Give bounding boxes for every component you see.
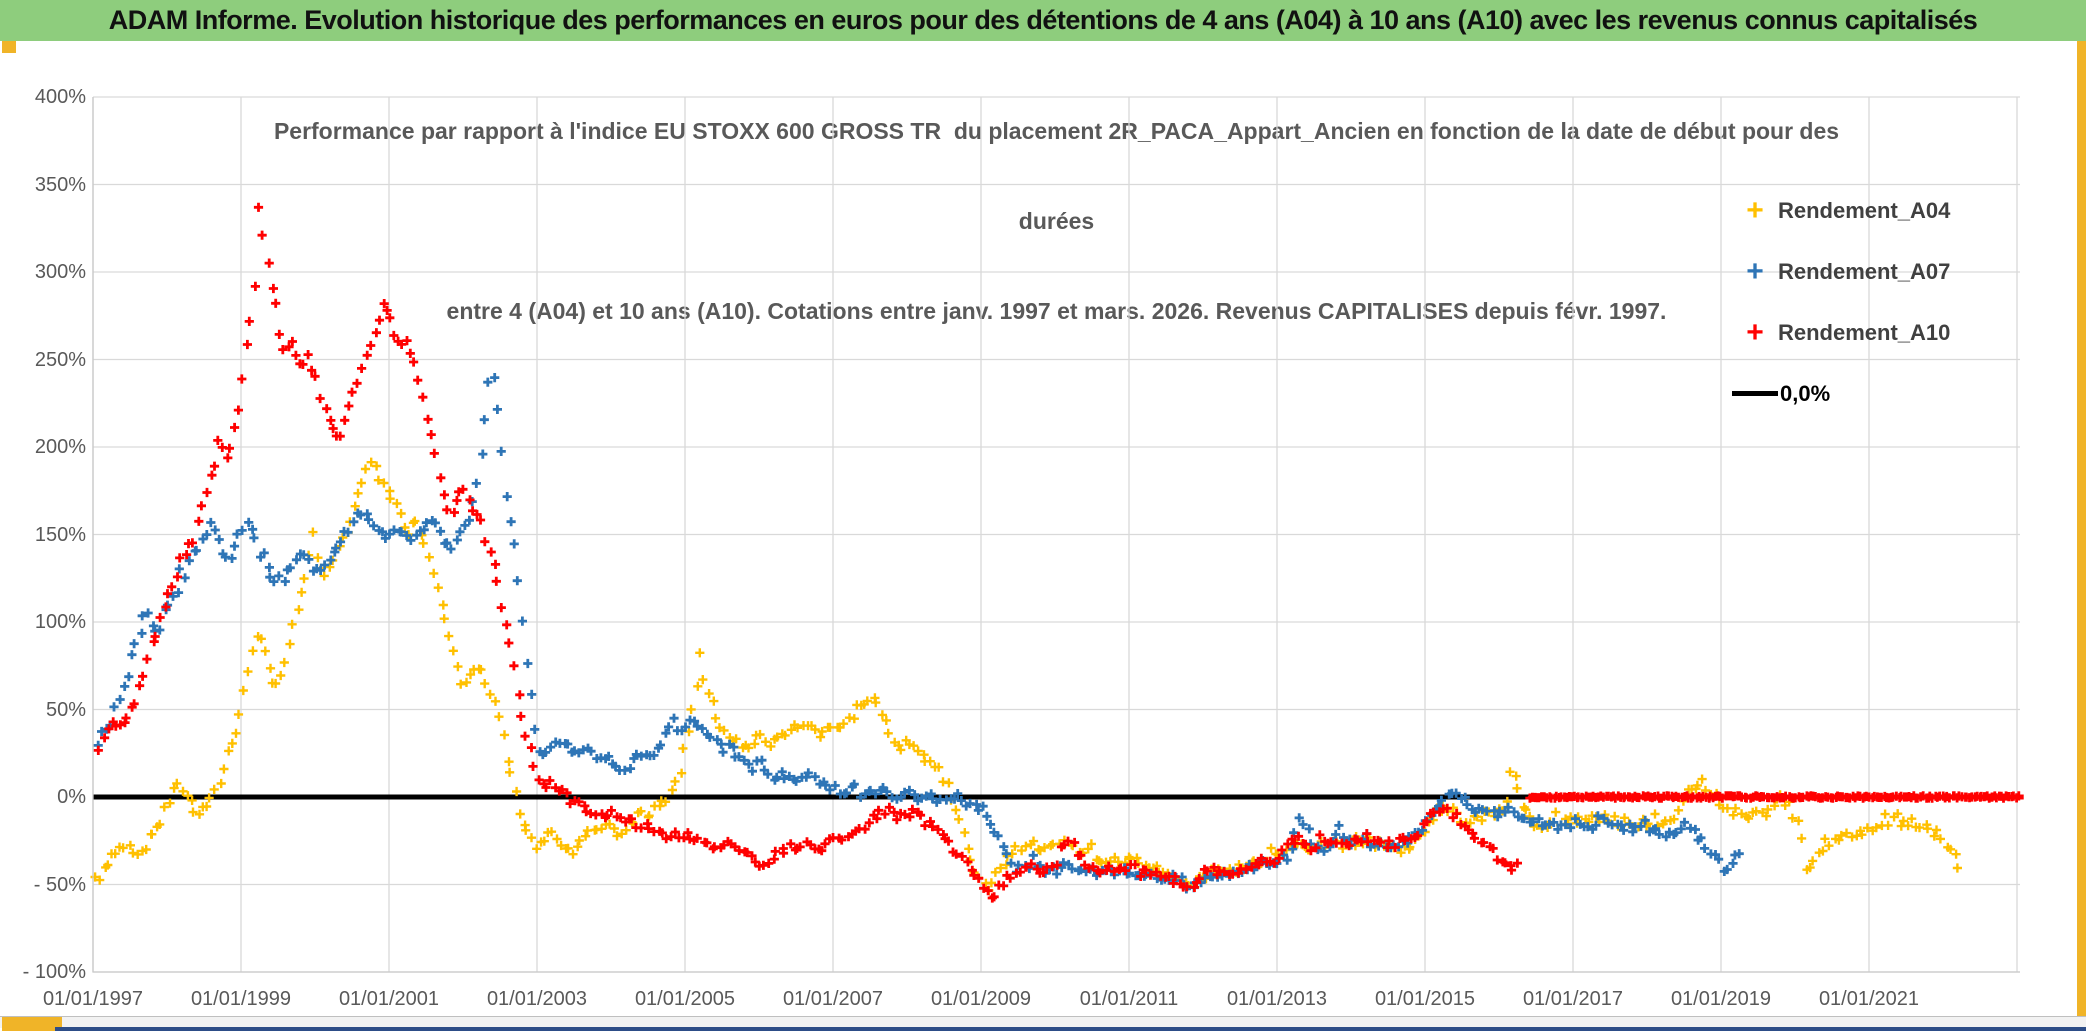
y-axis-label: 300% [34, 261, 86, 283]
y-axis-label: 350% [34, 173, 86, 196]
zero-line-icon [1732, 391, 1778, 396]
x-axis-label: 01/01/1999 [190, 988, 292, 1010]
y-axis-label: 0% [57, 786, 86, 808]
bottom-navy-line [55, 1027, 2086, 1031]
x-axis-label: 01/01/2019 [1670, 988, 1772, 1010]
x-axis-label: 01/01/2003 [486, 988, 588, 1010]
x-axis-label: 01/01/2017 [1522, 988, 1624, 1010]
page-title: ADAM Informe. Evolution historique des p… [108, 5, 1978, 35]
bottom-divider [0, 1016, 2086, 1017]
x-axis-label: 01/01/2005 [634, 988, 736, 1010]
gold-bottom-accent [2, 1017, 62, 1031]
y-axis-label: - 50% [33, 873, 86, 896]
x-axis-label: 01/01/2013 [1226, 988, 1328, 1010]
legend-label: Rendement_A07 [1778, 258, 1951, 284]
chart-title-line3: entre 4 (A04) et 10 ans (A10). Cotations… [446, 298, 1667, 324]
chart-title-line1: Performance par rapport à l'indice EU ST… [273, 118, 1840, 144]
legend-item-rendement-a04: + Rendement_A04 [1732, 180, 1950, 241]
gold-corner-accent [2, 41, 16, 53]
x-axis-label: 01/01/2011 [1079, 988, 1179, 1010]
x-axis-label: 01/01/2001 [338, 988, 440, 1010]
chart-title: Performance par rapport à l'indice EU ST… [93, 56, 2020, 386]
y-axis-label: 150% [34, 523, 86, 546]
legend-label: Rendement_A10 [1778, 319, 1951, 345]
plot-border [92, 97, 2020, 973]
series-Rendement_A10 [93, 202, 1522, 903]
legend: + Rendement_A04 + Rendement_A07 + Rendem… [1732, 180, 1950, 424]
x-axis-label: 01/01/2009 [930, 988, 1032, 1010]
legend-item-rendement-a07: + Rendement_A07 [1732, 241, 1950, 302]
x-axis-label: 01/01/2007 [782, 988, 884, 1010]
y-axis-label: 200% [34, 436, 86, 458]
legend-item-zero-line: 0,0% [1732, 363, 1950, 424]
y-axis-label: 100% [34, 611, 86, 633]
x-axis-label: 01/01/2021 [1818, 988, 1920, 1010]
bottom-band [0, 1017, 2086, 1028]
plus-marker-icon-a04: + [1746, 193, 1764, 227]
y-axis-label: 250% [34, 348, 86, 371]
y-axis-label: - 100% [22, 961, 86, 983]
plus-marker-icon-a07: + [1746, 254, 1764, 288]
x-axis-label: 01/01/1997 [42, 988, 144, 1010]
legend-label: Rendement_A04 [1778, 197, 1951, 223]
y-axis-label: 50% [45, 698, 86, 721]
legend-label: 0,0% [1780, 380, 1831, 406]
x-axis-label: 01/01/2015 [1374, 988, 1476, 1010]
legend-item-rendement-a10: + Rendement_A10 [1732, 302, 1950, 363]
title-bar: ADAM Informe. Evolution historique des p… [0, 0, 2086, 41]
chart-title-line2: durées [1018, 208, 1095, 234]
series-A10-flat-zero-markers [1525, 791, 2024, 803]
plus-marker-icon-a10: + [1746, 315, 1764, 349]
gold-right-border [2077, 41, 2086, 1027]
y-axis-label: 400% [34, 86, 86, 108]
